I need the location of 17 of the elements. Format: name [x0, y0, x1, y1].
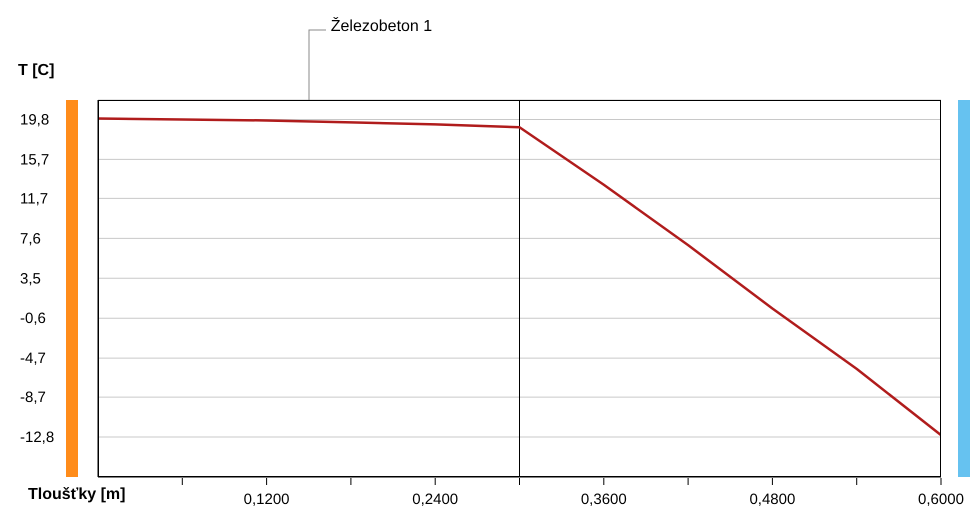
- y-axis-title: T [C]: [18, 62, 54, 80]
- x-tick-label: 0,6000: [918, 491, 964, 508]
- y-tick-label: 7,6: [20, 230, 41, 248]
- y-tick-label: -8,7: [20, 389, 46, 406]
- x-tick-label: 0,2400: [412, 491, 458, 508]
- y-tick-label: -0,6: [20, 310, 46, 328]
- y-tick-label: 19,8: [20, 111, 50, 128]
- y-tick-label: -4,7: [20, 350, 46, 368]
- y-tick-label: 15,7: [20, 151, 50, 168]
- y-tick-label: -12,8: [20, 429, 54, 446]
- x-tick-label: 0,3600: [580, 491, 627, 508]
- x-tick-label: 0,4800: [749, 491, 796, 508]
- y-tick-label: 11,7: [20, 190, 48, 208]
- x-axis-title: Tloušťky [m]: [28, 486, 126, 504]
- text: Železobeton 1: [330, 18, 432, 36]
- x-tick-label: 0,1200: [244, 491, 290, 508]
- y-tick-label: 3,5: [20, 270, 41, 288]
